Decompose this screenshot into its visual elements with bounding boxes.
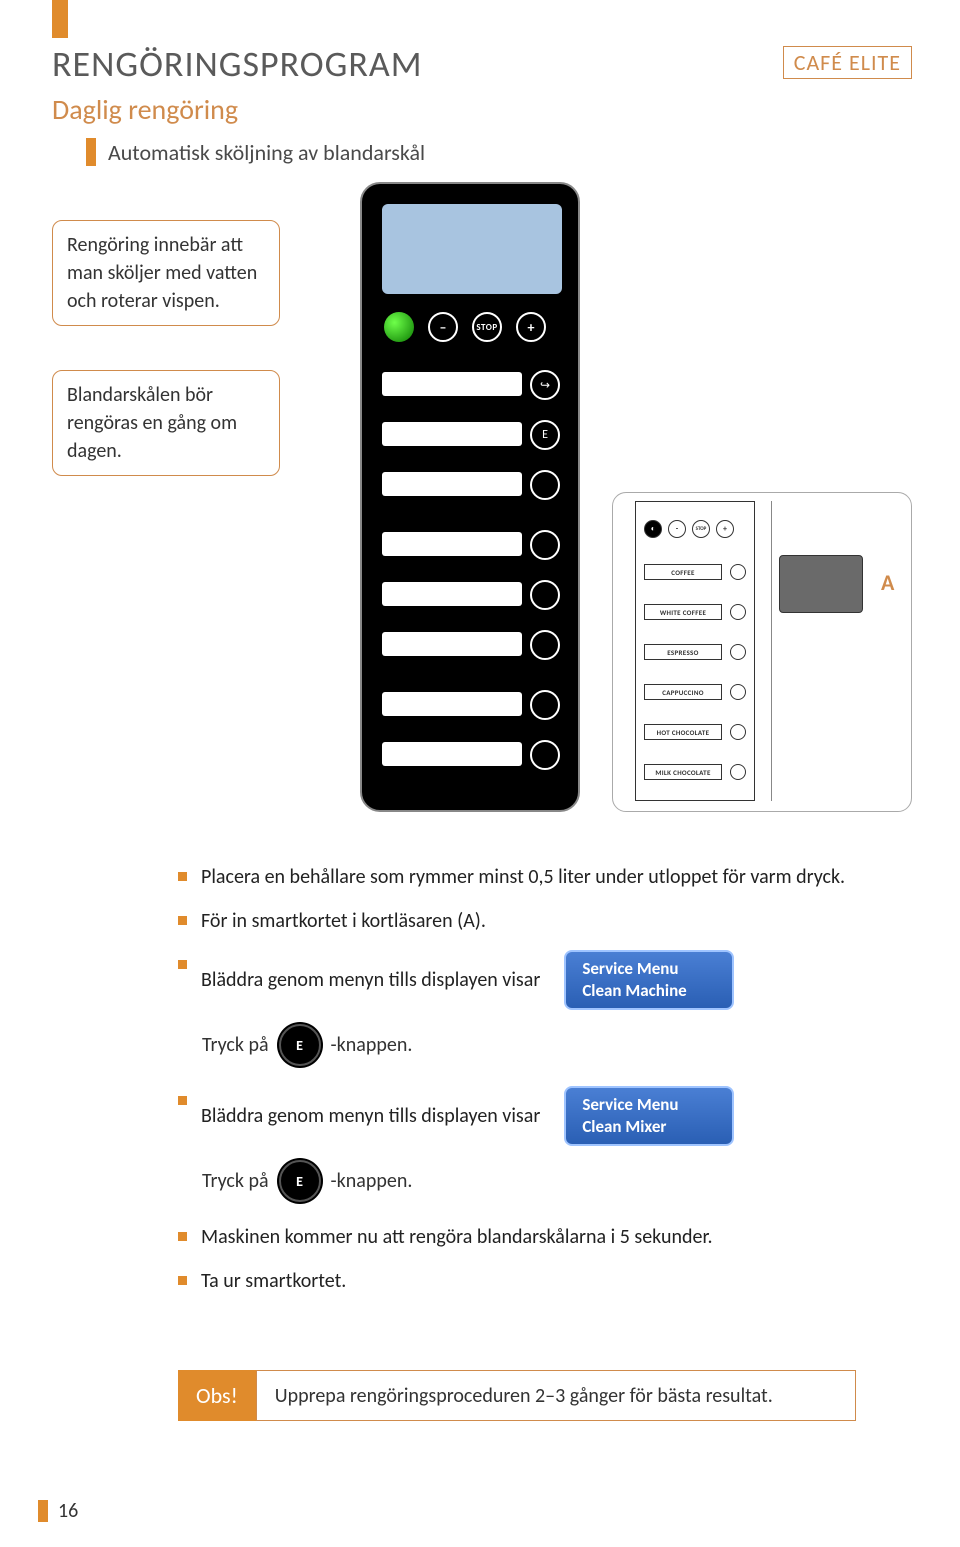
accent-bar-top <box>52 0 68 38</box>
bullet-2-text: För in smartkortet i kortläsaren (A). <box>201 906 486 936</box>
side-button-6[interactable] <box>530 630 560 660</box>
m-label-espresso: ESPRESSO <box>644 644 722 660</box>
press-pre-1: Tryck på <box>202 1033 269 1057</box>
display-badge-clean-mixer: Service Menu Clean Mixer <box>564 1086 734 1146</box>
info-box-2: Blandarskålen bör rengöras en gång om da… <box>52 370 280 476</box>
press-row-2: Tryck på E -knappen. <box>202 1160 878 1202</box>
m-label-coffee: COFFEE <box>644 564 722 580</box>
bullet-3-text: Bläddra genom menyn tills displayen visa… <box>201 965 540 995</box>
bullet-6: Ta ur smartkortet. <box>178 1266 878 1296</box>
machine-control-row: ◐ - STOP + <box>644 520 734 538</box>
m-button-1 <box>730 564 746 580</box>
slot-3 <box>382 472 522 496</box>
m-power-icon: ◐ <box>644 520 662 538</box>
m-button-3 <box>730 644 746 660</box>
m-button-6 <box>730 764 746 780</box>
slot-2 <box>382 422 522 446</box>
slot-7 <box>382 692 522 716</box>
m-minus-icon: - <box>668 520 686 538</box>
info-box-1: Rengöring innebär att man sköljer med va… <box>52 220 280 326</box>
bullet-1: Placera en behållare som rymmer minst 0,… <box>178 862 878 892</box>
bullet-icon <box>178 1232 187 1241</box>
bullet-icon <box>178 1276 187 1285</box>
device-display <box>382 204 562 294</box>
bullet-4: Bläddra genom menyn tills displayen visa… <box>178 1086 878 1146</box>
bullet-4-text: Bläddra genom menyn tills displayen visa… <box>201 1101 540 1131</box>
m-label-hot-chocolate: HOT CHOCOLATE <box>644 724 722 740</box>
side-button-5[interactable] <box>530 580 560 610</box>
press-pre-2: Tryck på <box>202 1169 269 1193</box>
brand-badge: CAFÉ ELITE <box>783 46 912 79</box>
bullet-3: Bläddra genom menyn tills displayen visa… <box>178 950 878 1010</box>
slot-1 <box>382 372 522 396</box>
page-number: 16 <box>38 1499 78 1523</box>
display-badge-clean-machine: Service Menu Clean Machine <box>564 950 734 1010</box>
device-control-row: – STOP + <box>384 312 546 342</box>
side-button-1[interactable]: ↪ <box>530 370 560 400</box>
badge2-line1: Service Menu <box>582 1094 716 1116</box>
badge1-line1: Service Menu <box>582 958 716 980</box>
m-stop-icon: STOP <box>692 520 710 538</box>
bullet-6-text: Ta ur smartkortet. <box>201 1266 346 1296</box>
side-button-8[interactable] <box>530 740 560 770</box>
page-title: RENGÖRINGSPROGRAM <box>52 42 423 86</box>
m-button-5 <box>730 724 746 740</box>
side-button-3[interactable] <box>530 470 560 500</box>
m-button-4 <box>730 684 746 700</box>
badge1-line2: Clean Machine <box>582 980 716 1002</box>
note-box: Obs! Upprepa rengöringsproceduren 2–3 gå… <box>178 1370 856 1421</box>
bullet-icon <box>178 960 187 969</box>
machine-illustration: ◐ - STOP + COFFEE WHITE COFFEE ESPRESSO … <box>612 492 912 812</box>
section-mark <box>86 138 96 166</box>
bullet-2: För in smartkortet i kortläsaren (A). <box>178 906 878 936</box>
e-button-icon: E <box>279 1160 321 1202</box>
m-button-2 <box>730 604 746 620</box>
press-row-1: Tryck på E -knappen. <box>202 1024 878 1066</box>
bullet-icon <box>178 916 187 925</box>
page-number-value: 16 <box>58 1499 78 1523</box>
stop-button[interactable]: STOP <box>472 312 502 342</box>
bullet-5: Maskinen kommer nu att rengöra blandarsk… <box>178 1222 878 1252</box>
note-text: Upprepa rengöringsproceduren 2–3 gånger … <box>256 1370 856 1421</box>
slot-4 <box>382 532 522 556</box>
side-button-7[interactable] <box>530 690 560 720</box>
plus-button[interactable]: + <box>516 312 546 342</box>
e-button-icon: E <box>279 1024 321 1066</box>
note-tag: Obs! <box>178 1370 256 1421</box>
callout-a: A <box>881 569 894 596</box>
page-subtitle: Daglig rengöring <box>52 92 238 127</box>
bullet-icon <box>178 1096 187 1105</box>
machine-side-panel <box>771 501 891 801</box>
side-button-4[interactable] <box>530 530 560 560</box>
instruction-list: Placera en behållare som rymmer minst 0,… <box>178 862 878 1310</box>
m-label-cappuccino: CAPPUCCINO <box>644 684 722 700</box>
machine-front-panel: ◐ - STOP + COFFEE WHITE COFFEE ESPRESSO … <box>635 501 755 801</box>
badge2-line2: Clean Mixer <box>582 1116 716 1138</box>
slot-8 <box>382 742 522 766</box>
bullet-1-text: Placera en behållare som rymmer minst 0,… <box>201 862 845 892</box>
device-panel: – STOP + ↪ E <box>360 182 580 812</box>
side-button-e[interactable]: E <box>530 420 560 450</box>
bullet-icon <box>178 872 187 881</box>
slot-6 <box>382 632 522 656</box>
slot-5 <box>382 582 522 606</box>
bullet-5-text: Maskinen kommer nu att rengöra blandarsk… <box>201 1222 713 1252</box>
page-number-bar <box>38 1500 48 1522</box>
press-post-2: -knappen. <box>331 1169 413 1193</box>
press-post-1: -knappen. <box>331 1033 413 1057</box>
m-plus-icon: + <box>716 520 734 538</box>
smartcard-slot-icon <box>779 555 863 613</box>
m-label-milk-chocolate: MILK CHOCOLATE <box>644 764 722 780</box>
m-label-white-coffee: WHITE COFFEE <box>644 604 722 620</box>
power-led-icon <box>384 312 414 342</box>
minus-button[interactable]: – <box>428 312 458 342</box>
section-heading: Automatisk sköljning av blandarskål <box>86 138 425 166</box>
stop-label: STOP <box>476 322 497 333</box>
section-text: Automatisk sköljning av blandarskål <box>108 139 425 166</box>
